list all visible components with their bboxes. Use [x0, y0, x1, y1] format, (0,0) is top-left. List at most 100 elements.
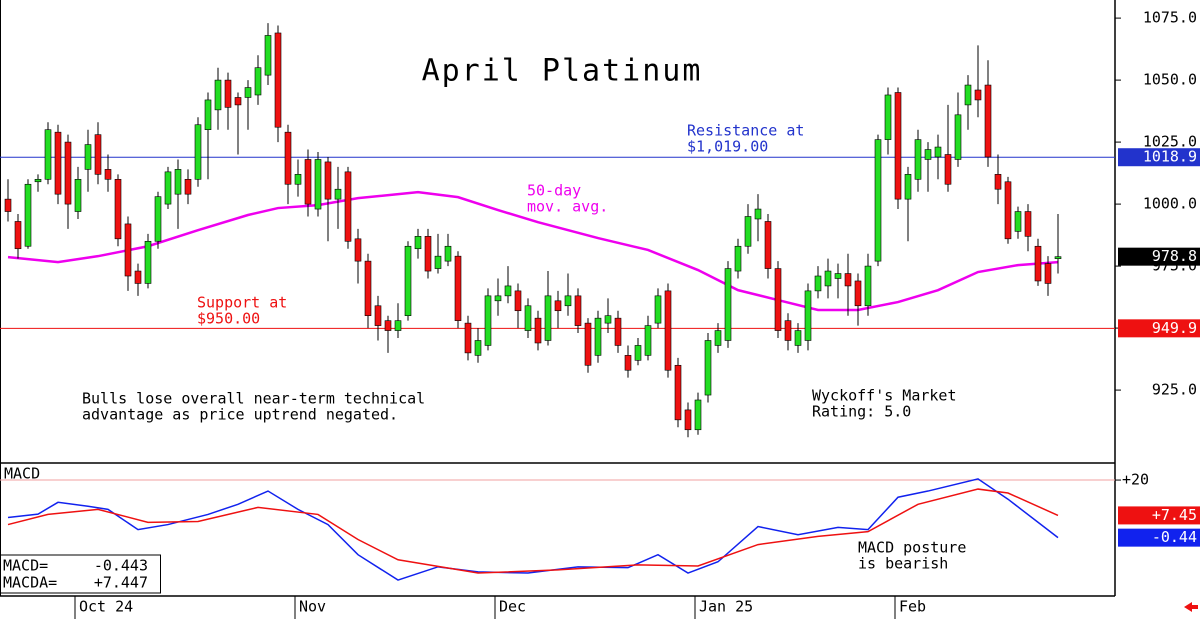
- candle-body: [1044, 263, 1052, 284]
- candle-body: [564, 295, 572, 307]
- candle-body: [374, 305, 382, 326]
- candle-body: [174, 169, 182, 195]
- candle-body: [724, 268, 732, 341]
- annotation: advantage as price uptrend negated.: [82, 406, 398, 424]
- candle-body: [434, 255, 442, 269]
- candle-body: [114, 178, 122, 240]
- candle-body: [594, 317, 602, 356]
- x-tick-label: Jan 25: [699, 598, 753, 616]
- level-box: [1118, 319, 1200, 338]
- macd-y-tick-label: +20: [1122, 471, 1149, 489]
- candle-body: [404, 245, 412, 316]
- readout-name: MACD=: [3, 557, 48, 575]
- candle-body: [794, 330, 802, 346]
- candle-body: [24, 183, 32, 247]
- level-box-label: 1018.9: [1143, 148, 1197, 166]
- candle-body: [684, 409, 692, 431]
- macd-end-box: [1118, 506, 1200, 525]
- candle-body: [1054, 256, 1062, 259]
- macd-end-box: [1118, 528, 1200, 547]
- y-tick-label: 1025.0: [1143, 133, 1197, 151]
- candle-body: [994, 174, 1002, 190]
- candle-body: [54, 131, 62, 195]
- candle-body: [914, 139, 922, 180]
- macd-annotation: is bearish: [858, 555, 948, 573]
- candle-body: [754, 208, 762, 220]
- candle-body: [774, 268, 782, 331]
- candle-body: [624, 355, 632, 371]
- candle-body: [414, 236, 422, 250]
- candle-body: [854, 280, 862, 307]
- candle-body: [644, 325, 652, 356]
- candle-body: [694, 399, 702, 431]
- candle-body: [194, 124, 202, 180]
- x-tick-label: Feb: [899, 598, 926, 616]
- readout-value: +7.447: [94, 574, 148, 592]
- macd-end-label: -0.44: [1152, 528, 1197, 546]
- candle-body: [864, 265, 872, 307]
- candle-body: [924, 149, 932, 160]
- candle-body: [354, 238, 362, 262]
- candle-body: [704, 340, 712, 396]
- y-tick-label: 1050.0: [1143, 71, 1197, 89]
- candle-body: [224, 79, 232, 108]
- y-tick-label: 1075.0: [1143, 9, 1197, 27]
- last-price-label: 978.8: [1152, 247, 1197, 265]
- level-label: $1,019.00: [687, 138, 768, 156]
- macd-end-label: +7.45: [1152, 506, 1197, 524]
- candle-body: [884, 94, 892, 140]
- candle-body: [264, 35, 272, 76]
- candle-body: [244, 87, 252, 98]
- candle-body: [514, 290, 522, 312]
- candle-body: [664, 290, 672, 371]
- candle-body: [44, 129, 52, 180]
- candle-body: [1014, 211, 1022, 232]
- candle-body: [894, 92, 902, 200]
- candle-body: [734, 245, 742, 272]
- candle-body: [824, 270, 832, 287]
- candle-body: [574, 295, 582, 326]
- readout-value: -0.443: [94, 557, 148, 575]
- candle-body: [214, 79, 222, 111]
- readout-box: [0, 554, 161, 594]
- candle-body: [964, 84, 972, 106]
- candle-body: [614, 317, 622, 346]
- candle-body: [324, 161, 332, 200]
- readout-name: MACDA=: [3, 574, 57, 592]
- candle-body: [164, 171, 172, 205]
- macd-annotation: MACD posture: [858, 539, 966, 557]
- candle-body: [334, 188, 342, 200]
- candle-body: [834, 273, 842, 279]
- candle-body: [314, 159, 322, 210]
- candle-body: [1034, 245, 1042, 282]
- ma-label: 50-day: [527, 182, 581, 200]
- candle-body: [274, 32, 282, 128]
- candle-body: [34, 178, 42, 183]
- candle-body: [394, 320, 402, 331]
- candle-body: [464, 322, 472, 354]
- candle-body: [364, 260, 372, 316]
- candle-body: [294, 174, 302, 185]
- candle-body: [534, 317, 542, 344]
- level-label: $950.00: [197, 310, 260, 328]
- candle-body: [554, 300, 562, 312]
- candle-body: [904, 174, 912, 200]
- candle-body: [154, 196, 162, 242]
- candle-body: [814, 275, 822, 292]
- candle-body: [14, 221, 22, 250]
- candle-body: [874, 139, 882, 262]
- candle-body: [844, 273, 852, 287]
- candle-body: [424, 236, 432, 272]
- candle-body: [764, 221, 772, 269]
- x-tick-label: Dec: [499, 598, 526, 616]
- candle-body: [674, 364, 682, 421]
- chart-title: April Platinum: [422, 54, 703, 89]
- candle-body: [304, 159, 312, 205]
- macd-title: MACD: [4, 465, 40, 483]
- level-box-label: 949.9: [1152, 319, 1197, 337]
- candle-body: [784, 320, 792, 341]
- level-box: [1118, 148, 1200, 167]
- level-label: Resistance at: [687, 122, 804, 140]
- annotation: Wyckoff's Market: [812, 387, 957, 405]
